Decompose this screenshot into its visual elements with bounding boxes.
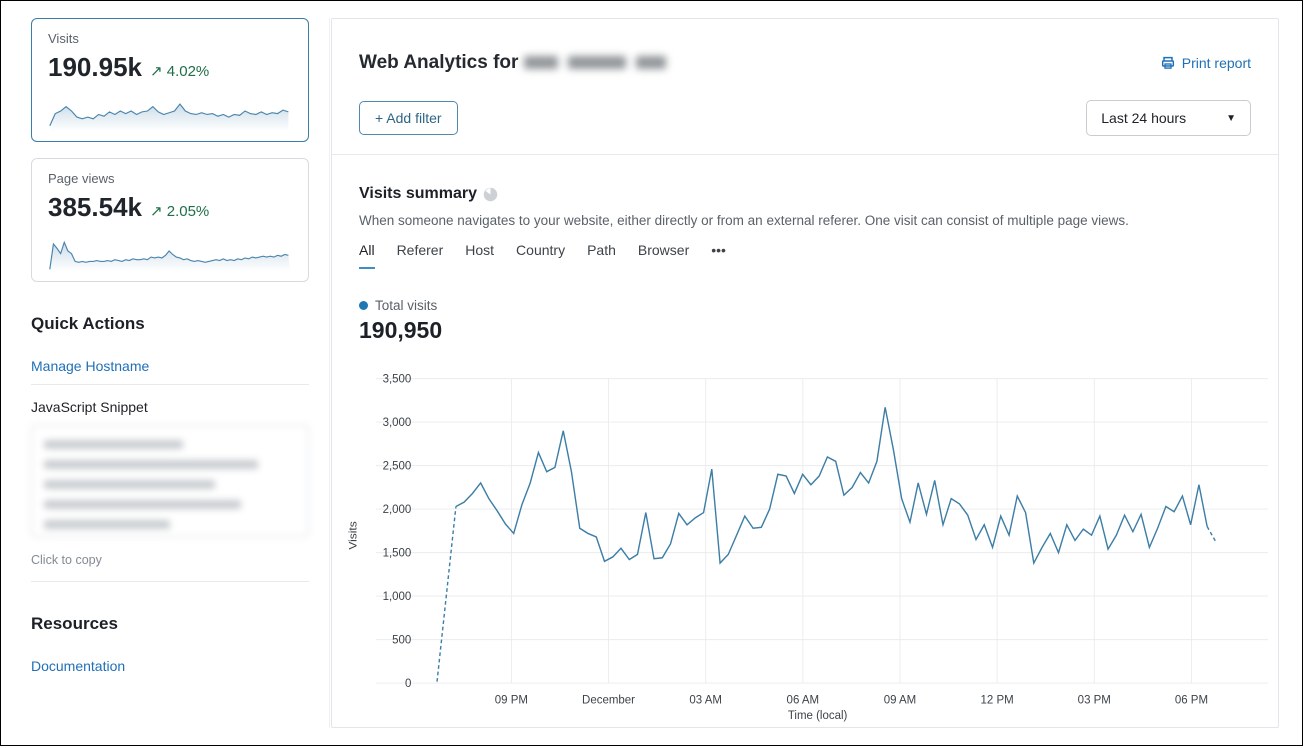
- svg-text:2,000: 2,000: [383, 503, 412, 516]
- svg-text:1,500: 1,500: [383, 546, 412, 559]
- svg-text:3,500: 3,500: [383, 372, 412, 385]
- svg-text:0: 0: [405, 677, 412, 690]
- svg-text:12 PM: 12 PM: [981, 693, 1014, 706]
- svg-text:03 AM: 03 AM: [689, 693, 722, 706]
- svg-text:Time (local): Time (local): [788, 709, 848, 722]
- svg-text:09 PM: 09 PM: [495, 693, 528, 706]
- svg-text:06 PM: 06 PM: [1175, 693, 1208, 706]
- svg-text:500: 500: [392, 633, 412, 646]
- svg-text:03 PM: 03 PM: [1078, 693, 1111, 706]
- svg-text:09 AM: 09 AM: [884, 693, 917, 706]
- svg-text:December: December: [582, 693, 635, 706]
- svg-text:06 AM: 06 AM: [787, 693, 820, 706]
- svg-text:1,000: 1,000: [383, 590, 412, 603]
- svg-text:Visits: Visits: [347, 521, 360, 550]
- svg-text:2,500: 2,500: [383, 459, 412, 472]
- svg-text:3,000: 3,000: [383, 416, 412, 429]
